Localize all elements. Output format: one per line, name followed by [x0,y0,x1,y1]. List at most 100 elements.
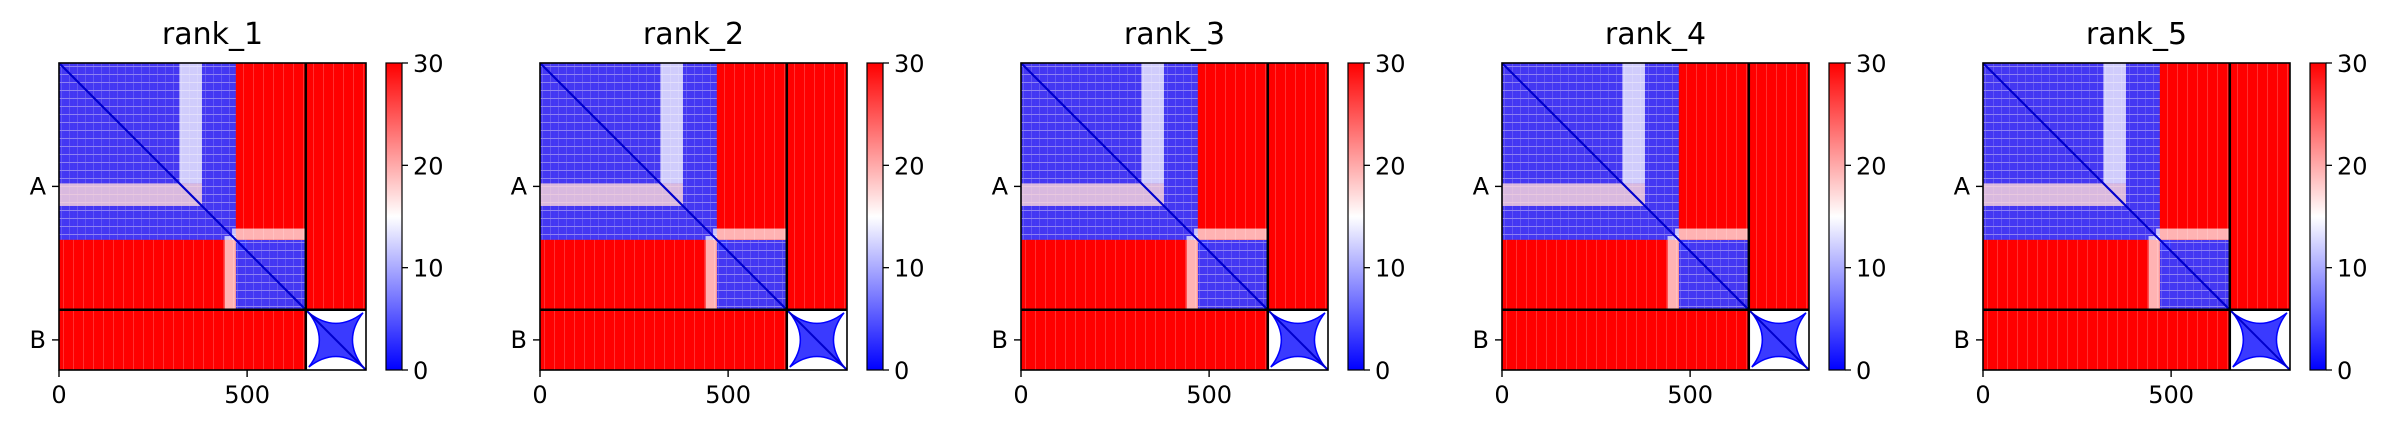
panel-title: rank_2 [643,17,744,52]
colorbar-tick-label: 30 [413,50,444,78]
colorbar [1347,62,1365,371]
interdomain-stripe-2 [540,183,683,206]
colorbar [866,62,884,371]
axes-frame [58,62,367,371]
interdomain-stripe-3 [232,228,306,240]
colorbar-tick-label: 20 [894,152,925,180]
diagonal-a [1501,62,1750,311]
colorbar-tick-label: 0 [2337,357,2352,385]
x-tick-label: 0 [532,381,547,409]
interdomain-stripe-1 [179,63,202,184]
x-tick-label: 500 [224,381,270,409]
interdomain-stripe-1 [2103,63,2126,184]
colorbar-tick-label: 0 [894,357,909,385]
colorbar-tick-label: 30 [894,50,925,78]
offdiag-red-2 [1983,239,2160,310]
colorbar-tick-label: 20 [2337,152,2368,180]
x-tick-label: 500 [1186,381,1232,409]
axes-frame [1501,62,1810,371]
y-tick-label: B [1473,326,1489,354]
colorbar-tick-label: 10 [413,255,444,283]
interdomain-stripe-1 [1622,63,1645,184]
offdiag-red-2 [1021,239,1198,310]
axes-frame [1020,62,1329,371]
interdomain-stripe-4 [224,236,236,310]
x-tick-label: 500 [1667,381,1713,409]
offdiag-red-1 [716,63,787,240]
x-tick-label: 0 [1013,381,1028,409]
x-tick-label: 500 [705,381,751,409]
interdomain-stripe-2 [1021,183,1164,206]
offdiag-red-2 [59,239,236,310]
colorbar-tick-label: 30 [1375,50,1406,78]
interdomain-stripe-2 [1983,183,2126,206]
axes-frame [539,62,848,371]
interdomain-stripe-4 [1667,236,1679,310]
panel-title: rank_1 [162,17,263,52]
diagonal-a [539,62,788,311]
y-tick-label: A [1473,172,1490,200]
colorbar-tick-label: 0 [1856,357,1871,385]
x-tick-label: 0 [1494,381,1509,409]
colorbar-tick-label: 0 [1375,357,1390,385]
colorbar-tick-label: 0 [413,357,428,385]
interdomain-stripe-1 [1141,63,1164,184]
y-tick-label: A [1954,172,1971,200]
x-tick-label: 500 [2148,381,2194,409]
colorbar-tick-label: 10 [894,255,925,283]
interdomain-stripe-3 [713,228,787,240]
colorbar-tick-label: 10 [1375,255,1406,283]
y-tick-label: A [992,172,1009,200]
colorbar [1828,62,1846,371]
x-tick-label: 0 [1975,381,1990,409]
colorbar [2309,62,2327,371]
panel-title: rank_5 [2086,17,2187,52]
colorbar-tick-label: 30 [1856,50,1887,78]
offdiag-red-1 [2159,63,2230,240]
colorbar-tick-label: 10 [1856,255,1887,283]
colorbar-tick-label: 20 [1375,152,1406,180]
y-tick-label: A [511,172,528,200]
x-tick-label: 0 [51,381,66,409]
offdiag-red-1 [235,63,306,240]
offdiag-red-2 [1502,239,1679,310]
colorbar-tick-label: 20 [413,152,444,180]
colorbar-tick-label: 10 [2337,255,2368,283]
interdomain-stripe-1 [660,63,683,184]
panel-title: rank_4 [1605,17,1706,52]
interdomain-stripe-3 [2156,228,2230,240]
y-tick-label: B [511,326,527,354]
offdiag-red-1 [1678,63,1749,240]
diagonal-a [1982,62,2231,311]
colorbar [385,62,403,371]
diagonal-b [305,309,367,371]
interdomain-stripe-3 [1194,228,1268,240]
y-tick-label: B [1954,326,1970,354]
y-tick-label: B [30,326,46,354]
diagonal-a [58,62,307,311]
colorbar-tick-label: 20 [1856,152,1887,180]
diagonal-b [1748,309,1810,371]
interdomain-stripe-4 [2148,236,2160,310]
diagonal-b [786,309,848,371]
diagonal-a [1020,62,1269,311]
offdiag-red-2 [540,239,717,310]
interdomain-stripe-3 [1675,228,1749,240]
diagonal-b [1267,309,1329,371]
interdomain-stripe-4 [1186,236,1198,310]
interdomain-stripe-2 [1502,183,1645,206]
colorbar-tick-label: 30 [2337,50,2368,78]
y-tick-label: B [992,326,1008,354]
diagonal-b [2229,309,2291,371]
interdomain-stripe-4 [705,236,717,310]
axes-frame [1982,62,2291,371]
y-tick-label: A [30,172,47,200]
interdomain-stripe-2 [59,183,202,206]
offdiag-red-1 [1197,63,1268,240]
